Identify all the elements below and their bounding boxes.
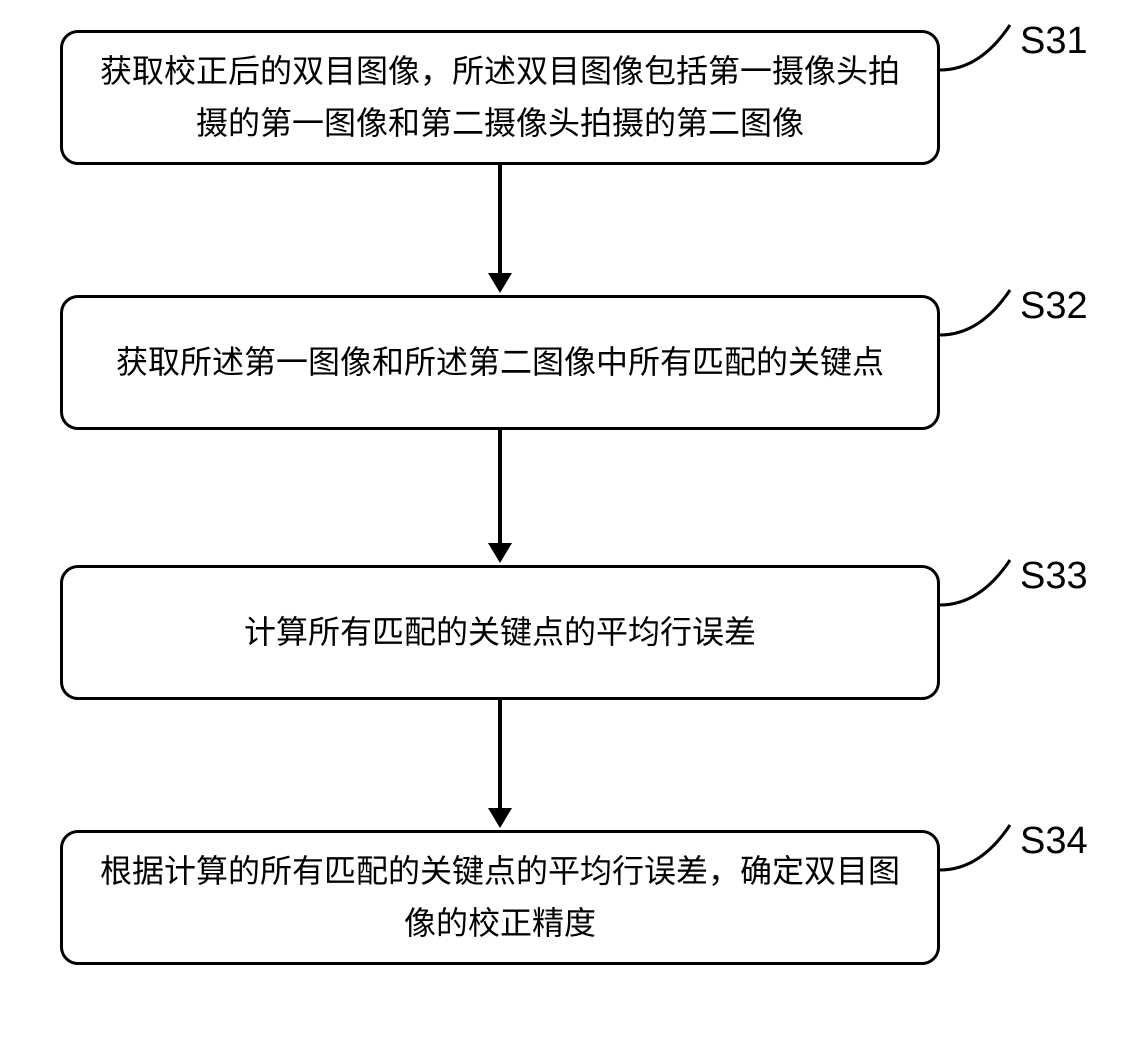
arrow-head-icon bbox=[488, 808, 512, 828]
label-connector-s32 bbox=[940, 285, 1020, 345]
step-text: 计算所有匹配的关键点的平均行误差 bbox=[244, 607, 756, 658]
step-label-s32: S32 bbox=[1020, 285, 1088, 328]
arrow-head-icon bbox=[488, 273, 512, 293]
step-text: 获取所述第一图像和所述第二图像中所有匹配的关键点 bbox=[116, 337, 884, 388]
connector-arrow bbox=[498, 700, 502, 810]
flowchart-step-s33: 计算所有匹配的关键点的平均行误差 bbox=[60, 565, 940, 700]
step-label-s33: S33 bbox=[1020, 555, 1088, 598]
step-label-s31: S31 bbox=[1020, 20, 1088, 63]
arrow-head-icon bbox=[488, 543, 512, 563]
connector-arrow bbox=[498, 165, 502, 275]
flowchart-step-s32: 获取所述第一图像和所述第二图像中所有匹配的关键点 bbox=[60, 295, 940, 430]
label-connector-s33 bbox=[940, 555, 1020, 615]
label-connector-s34 bbox=[940, 820, 1020, 880]
connector-arrow bbox=[498, 430, 502, 545]
step-label-s34: S34 bbox=[1020, 820, 1088, 863]
step-text: 获取校正后的双目图像，所述双目图像包括第一摄像头拍摄的第一图像和第二摄像头拍摄的… bbox=[93, 46, 907, 148]
flowchart-step-s34: 根据计算的所有匹配的关键点的平均行误差，确定双目图像的校正精度 bbox=[60, 830, 940, 965]
label-connector-s31 bbox=[940, 20, 1020, 80]
step-text: 根据计算的所有匹配的关键点的平均行误差，确定双目图像的校正精度 bbox=[93, 846, 907, 948]
flowchart-step-s31: 获取校正后的双目图像，所述双目图像包括第一摄像头拍摄的第一图像和第二摄像头拍摄的… bbox=[60, 30, 940, 165]
flowchart-container: 获取校正后的双目图像，所述双目图像包括第一摄像头拍摄的第一图像和第二摄像头拍摄的… bbox=[0, 0, 1125, 1045]
